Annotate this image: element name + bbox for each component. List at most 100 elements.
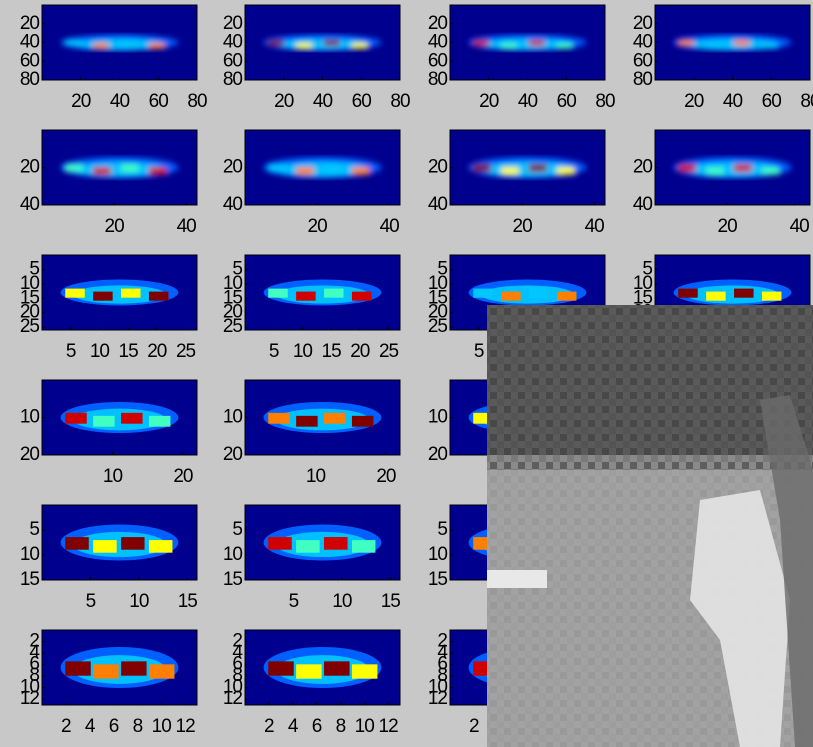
- heatmap-blobs: [469, 35, 587, 51]
- heatmap-spot: [324, 40, 340, 46]
- y-tick-label: 40: [20, 194, 40, 215]
- x-tick-label: 20: [308, 216, 328, 237]
- heatmap-spot: [65, 661, 91, 675]
- heatmap-spot: [121, 40, 137, 46]
- heatmap-spot: [121, 413, 143, 424]
- x-tick-label: 80: [390, 91, 410, 112]
- heatmap-spot: [268, 164, 286, 171]
- heatmap-blobs: [61, 280, 179, 306]
- x-tick-label: 5: [474, 341, 484, 362]
- x-tick-label: 60: [149, 91, 169, 112]
- heatmap-spot: [65, 537, 89, 550]
- y-tick-label: 40: [223, 194, 243, 215]
- x-tick-label: 60: [352, 91, 372, 112]
- x-tick-label: 80: [800, 91, 813, 112]
- heatmap-spot: [296, 416, 318, 427]
- x-tick-label: 10: [293, 341, 313, 362]
- heatmap-spot: [352, 664, 378, 678]
- heatmap-spot: [352, 416, 374, 427]
- heatmap-spot: [762, 167, 780, 174]
- heatmap-spot: [352, 292, 372, 301]
- x-tick-label: 5: [86, 591, 96, 612]
- y-tick-label: 5: [232, 519, 242, 540]
- x-tick-label: 60: [557, 91, 577, 112]
- x-tick-label: 15: [178, 591, 198, 612]
- y-tick-label: 12: [20, 688, 40, 709]
- heatmap-spot: [65, 289, 85, 298]
- heatmap-spot: [762, 292, 782, 301]
- heatmap-spot: [296, 540, 320, 553]
- x-tick-label: 40: [585, 216, 605, 237]
- heatmap-spot: [93, 43, 109, 49]
- x-tick-label: 15: [381, 591, 401, 612]
- heatmap-spot: [149, 540, 173, 553]
- y-tick-label: 15: [223, 569, 243, 590]
- x-tick-label: 20: [147, 341, 167, 362]
- x-tick-label: 10: [355, 716, 375, 737]
- heatmap-spot: [93, 540, 117, 553]
- heatmap-spot: [734, 289, 754, 298]
- x-tick-label: 4: [288, 716, 299, 737]
- heatmap-spot: [149, 43, 165, 49]
- y-tick-label: 25: [20, 316, 40, 337]
- y-tick-label: 15: [20, 569, 40, 590]
- heatmap-blobs: [61, 35, 179, 51]
- heatmap-spot: [473, 40, 489, 46]
- y-tick-label: 12: [223, 688, 243, 709]
- heatmap-spot: [324, 164, 342, 171]
- heatmap-spot: [268, 40, 284, 46]
- heatmap-spot: [93, 664, 119, 678]
- x-tick-label: 5: [269, 341, 279, 362]
- heatmap-spot: [121, 661, 147, 675]
- heatmap-spot: [149, 416, 171, 427]
- x-tick-label: 5: [66, 341, 76, 362]
- heatmap-spot: [706, 43, 722, 49]
- heatmap-spot: [121, 289, 141, 298]
- heatmap-spot: [93, 416, 115, 427]
- heatmap-spot: [557, 43, 573, 49]
- heatmap-spot: [296, 664, 322, 678]
- x-tick-label: 10: [129, 591, 149, 612]
- y-tick-label: 10: [223, 544, 243, 565]
- x-tick-label: 12: [176, 716, 196, 737]
- y-tick-label: 20: [633, 157, 653, 178]
- y-tick-label: 80: [223, 69, 243, 90]
- heatmap-spot: [529, 40, 545, 46]
- heatmap-spot: [93, 167, 111, 174]
- x-tick-label: 10: [152, 716, 172, 737]
- x-tick-label: 10: [90, 341, 110, 362]
- heatmap-spot: [706, 292, 726, 301]
- x-tick-label: 20: [173, 466, 193, 487]
- heatmap-spot: [65, 164, 83, 171]
- y-tick-label: 20: [223, 157, 243, 178]
- x-tick-label: 40: [790, 216, 810, 237]
- y-tick-label: 20: [223, 444, 243, 465]
- x-tick-label: 10: [306, 466, 326, 487]
- heatmap-spot: [706, 167, 724, 174]
- x-tick-label: 20: [350, 341, 370, 362]
- x-tick-label: 20: [105, 216, 125, 237]
- x-tick-label: 12: [379, 716, 399, 737]
- heatmap-blobs: [674, 280, 792, 306]
- heatmap-spot: [268, 537, 292, 550]
- heatmap-blobs: [264, 647, 382, 688]
- heatmap-blobs: [264, 402, 382, 433]
- heatmap-spot: [324, 537, 348, 550]
- y-tick-label: 40: [633, 194, 653, 215]
- heatmap-blobs: [61, 157, 179, 178]
- x-tick-label: 40: [313, 91, 333, 112]
- x-tick-label: 40: [723, 91, 743, 112]
- heatmap-spot: [678, 164, 696, 171]
- y-tick-label: 80: [428, 69, 448, 90]
- y-tick-label: 25: [223, 316, 243, 337]
- heatmap-spot: [324, 413, 346, 424]
- heatmap-spot: [352, 540, 376, 553]
- heatmap-spot: [529, 289, 549, 298]
- heatmap-spot: [678, 289, 698, 298]
- y-tick-label: 10: [428, 407, 448, 428]
- x-tick-label: 2: [264, 716, 274, 737]
- heatmap-blobs: [264, 35, 382, 51]
- heatmap-blobs: [469, 157, 587, 178]
- heatmap-spot: [501, 167, 519, 174]
- heatmap-spot: [149, 292, 169, 301]
